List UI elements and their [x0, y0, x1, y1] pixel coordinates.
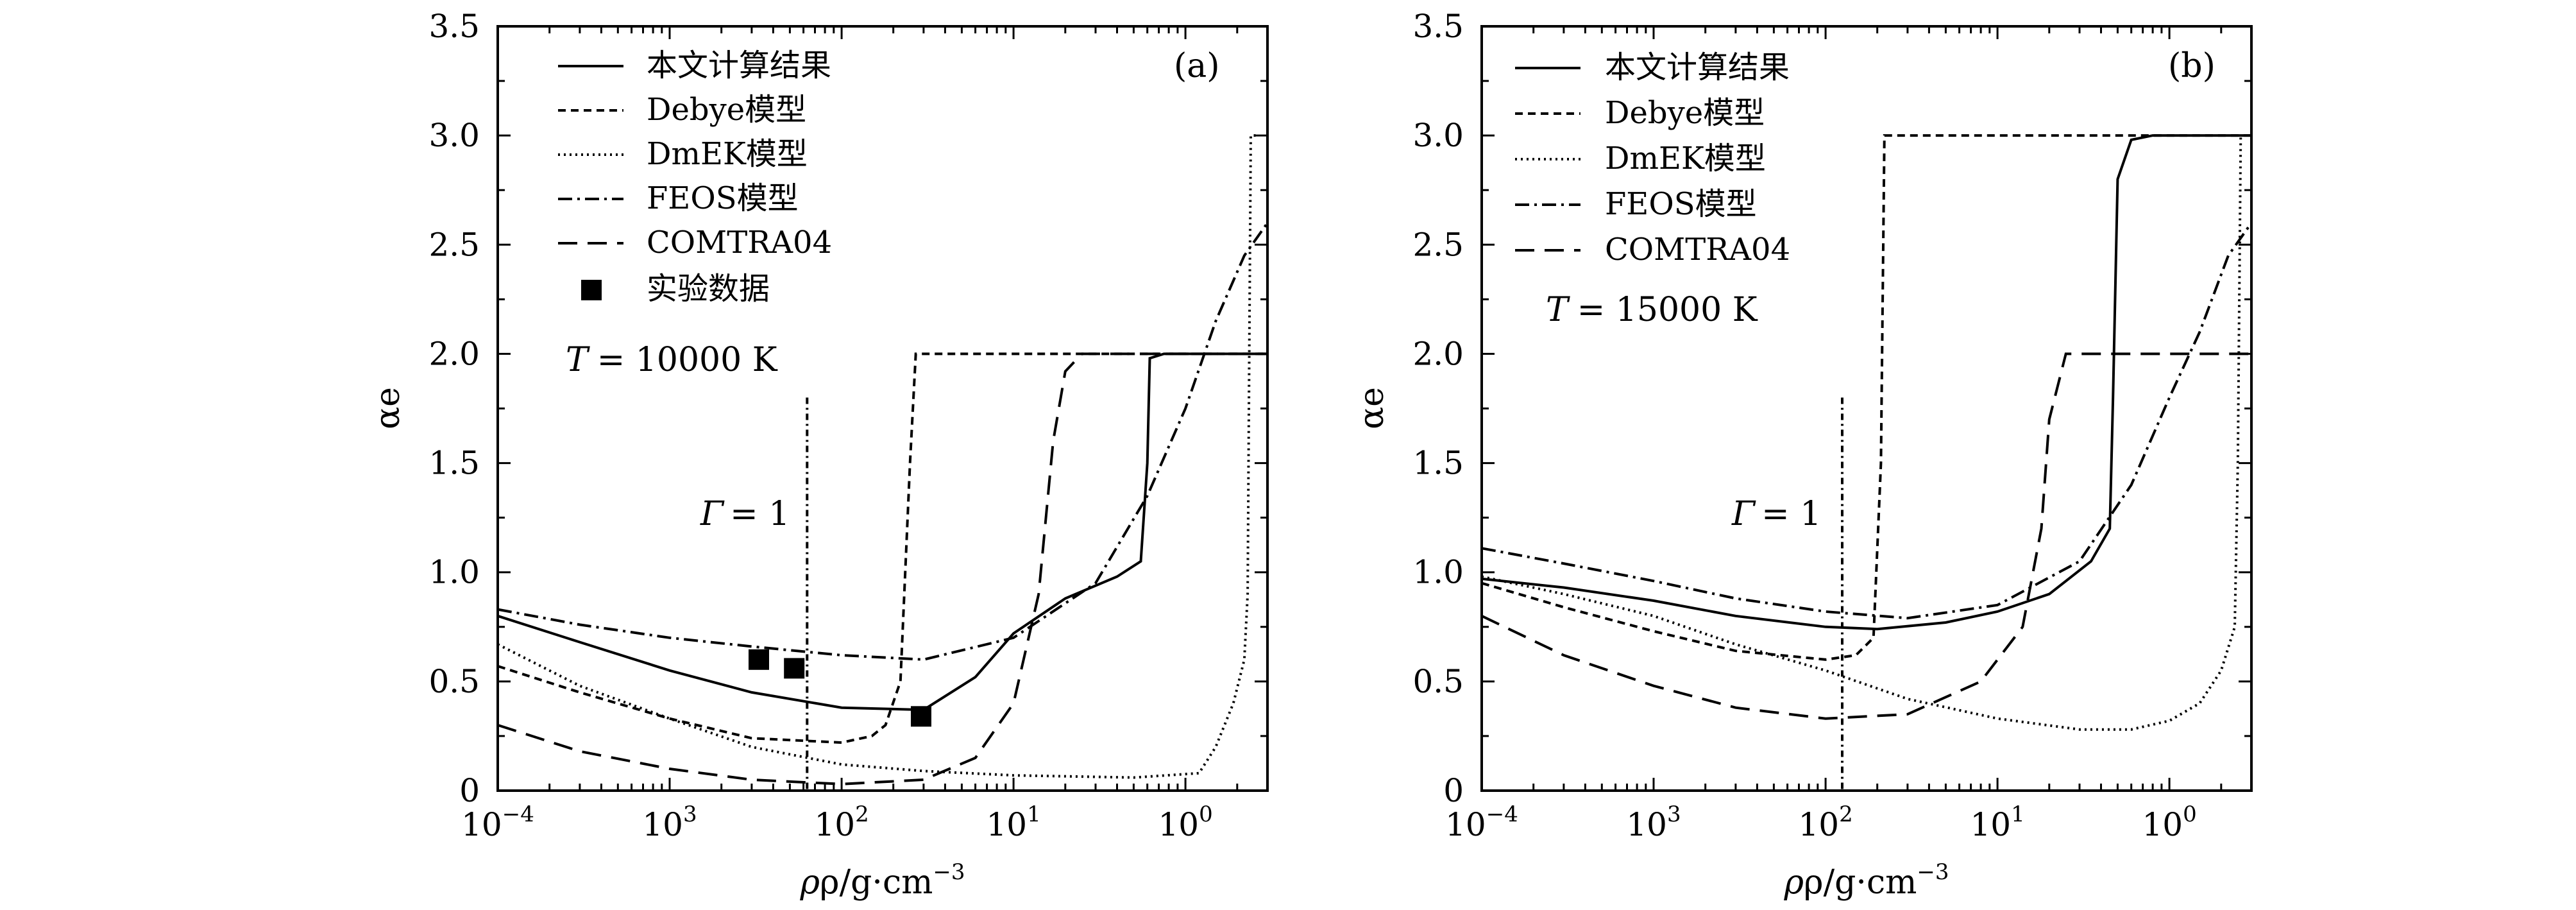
- y-tick-label: 3.5: [1412, 8, 1464, 45]
- legend-b-label-1: Debye模型: [1605, 95, 1765, 131]
- y-tick-label: 0.5: [1412, 663, 1464, 700]
- panel-a-experimental-group: [749, 649, 931, 727]
- panel-b-gamma-symbol: Γ: [1731, 495, 1756, 533]
- panel-b-ylabel: αe: [1353, 387, 1391, 429]
- panel-a-temperature-value: = 10000 K: [597, 341, 778, 379]
- panel-a-frame: [496, 25, 1269, 792]
- legend-a-label-4: COMTRA04: [647, 225, 832, 261]
- y-tick-label: 1.0: [428, 554, 480, 591]
- panel-a-series-longdash-line: [497, 352, 1267, 786]
- panel-b-series-dotted-line: [1481, 135, 2242, 731]
- panel-b: 10−4 103 102 101 100 00.51.01.52.02.53.03.5 …: [1353, 8, 2253, 902]
- y-tick-label: 3.0: [1412, 117, 1464, 154]
- panel-a-series-dashed-line: [497, 352, 1267, 744]
- legend-a-square-marker: [581, 280, 602, 300]
- panel-a-series-dotted-line: [497, 134, 1257, 779]
- panel-a-gamma-label: Γ = 1: [700, 495, 790, 533]
- panel-b-legend: 本文计算结果 Debye模型 DmEK模型 FEOS模型 COMTRA04: [1515, 49, 1790, 268]
- legend-b-label-0: 本文计算结果: [1605, 49, 1790, 85]
- panel-b-gamma-label: Γ = 1: [1731, 495, 1821, 533]
- y-tick-label: 2.0: [1412, 335, 1464, 372]
- panel-a-experimental-point: [911, 706, 931, 727]
- panel-a-ylabel: αe: [369, 387, 407, 429]
- x-tick-label: 10−4: [461, 802, 534, 843]
- panel-a-series-dashdot-line: [497, 222, 1269, 661]
- panel-b-xlabel: ρρ/g·cm−3: [1783, 859, 1949, 902]
- y-tick-label: 3.5: [428, 8, 480, 45]
- x-tick-label: 103: [1626, 802, 1681, 843]
- panel-a-legend: 本文计算结果 Debye模型 DmEK模型 FEOS模型 COMTRA04 实验…: [558, 47, 832, 307]
- legend-a-label-3: FEOS模型: [647, 180, 799, 216]
- panel-a-series-group: [497, 134, 1269, 786]
- legend-b-label-3: FEOS模型: [1605, 186, 1757, 222]
- legend-b-label-2: DmEK模型: [1605, 141, 1766, 176]
- panel-b-series-solid-line: [1481, 134, 2251, 631]
- panel-b-series-group: [1481, 134, 2253, 731]
- x-tick-label: 100: [2142, 802, 2196, 843]
- panel-a-xlabel-main: ρ/g·cm: [820, 863, 933, 902]
- panel-a-y-ticks: 0 0.5 1.0 1.5 2.0 2.5 3.0 3.5: [428, 8, 1267, 809]
- panel-b-temperature-symbol: T: [1546, 291, 1570, 329]
- panel-b-label: (b): [2168, 47, 2216, 85]
- y-tick-label: 0: [459, 772, 480, 809]
- legend-a-label-5: 实验数据: [647, 271, 770, 307]
- x-tick-label: 100: [1158, 802, 1212, 843]
- x-tick-label: 101: [986, 802, 1040, 843]
- panel-b-x-ticks: 10−4 103 102 101 100: [1445, 26, 2253, 843]
- x-tick-label: 102: [814, 802, 869, 843]
- panel-b-gamma-value: = 1: [1761, 495, 1821, 533]
- y-tick-label: 2.5: [428, 226, 480, 263]
- panel-a-xlabel: ρρ/g·cm−3: [799, 859, 965, 902]
- panel-b-y-ticks: 0 0.5 1.0 1.5 2.0 2.5 3.0 3.5: [1412, 8, 2251, 809]
- y-tick-label: 0.5: [428, 663, 480, 700]
- legend-b-label-4: COMTRA04: [1605, 232, 1790, 268]
- panel-a-temperature: T = 10000 K: [566, 341, 778, 379]
- panel-b-series-dashed-line: [1481, 134, 2251, 661]
- panel-b-xlabel-main: ρ/g·cm: [1804, 863, 1917, 902]
- panel-b-frame: [1480, 25, 2253, 792]
- y-tick-label: 1.0: [1412, 554, 1464, 591]
- panel-b-series-longdash-line: [1481, 352, 2251, 720]
- y-tick-label: 2.0: [428, 335, 480, 372]
- legend-a-label-0: 本文计算结果: [647, 47, 831, 83]
- panel-a-temperature-symbol: T: [566, 341, 590, 379]
- panel-a-label: (a): [1174, 47, 1220, 85]
- panel-a-gamma-symbol: Γ: [700, 495, 725, 533]
- panel-b-temperature: T = 15000 K: [1546, 291, 1758, 329]
- panel-a-experimental-point: [749, 649, 769, 670]
- y-tick-label: 2.5: [1412, 226, 1464, 263]
- y-tick-label: 3.0: [428, 117, 480, 154]
- panel-a-experimental-point: [784, 658, 805, 679]
- y-tick-label: 1.5: [1412, 445, 1464, 482]
- x-tick-label: 10−4: [1445, 802, 1518, 843]
- panel-a-xlabel-sup: −3: [933, 859, 965, 885]
- legend-a-label-1: Debye模型: [647, 92, 806, 128]
- panel-b-series-dashdot-line: [1481, 222, 2253, 620]
- y-tick-label: 1.5: [428, 445, 480, 482]
- y-tick-label: 0: [1443, 772, 1464, 809]
- panel-a-x-ticks: 10−4 103 102 101 100: [461, 26, 1269, 843]
- x-tick-label: 103: [642, 802, 697, 843]
- legend-a-label-2: DmEK模型: [647, 136, 808, 172]
- x-tick-label: 102: [1798, 802, 1852, 843]
- panel-a-gamma-value: = 1: [730, 495, 790, 533]
- panel-a: 10−4 103 102 101 100 00.51.01.52.02.53.03.5 …: [369, 8, 1269, 902]
- panel-b-xlabel-sup: −3: [1917, 859, 1949, 885]
- x-tick-label: 101: [1970, 802, 2024, 843]
- panel-b-temperature-value: = 15000 K: [1577, 291, 1758, 329]
- panel-a-series-solid-line: [497, 352, 1267, 712]
